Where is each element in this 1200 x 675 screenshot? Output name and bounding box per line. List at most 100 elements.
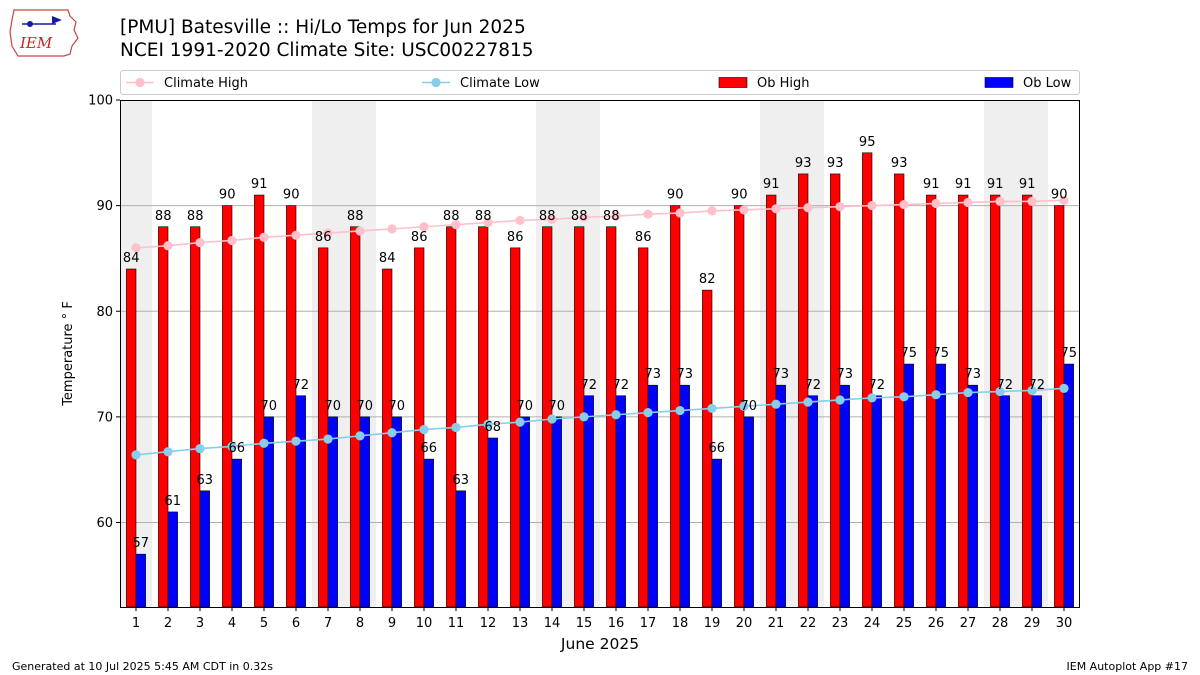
iowa-state-outline (9, 9, 79, 57)
ob-high-label-16: 88 (603, 209, 620, 224)
ob-low-bar-18 (679, 384, 690, 608)
y-tick-label-80: 80 (96, 305, 113, 320)
ob-high-label-30: 90 (1051, 188, 1068, 203)
ob-low-label-30: 75 (1061, 346, 1078, 361)
ob-low-label-14: 70 (549, 399, 566, 414)
climate-high-point-12 (483, 217, 493, 228)
climate-low-point-23 (835, 395, 845, 405)
generated-timestamp: Generated at 10 Jul 2025 5:45 AM CDT in … (12, 660, 273, 673)
ob-low-label-18: 73 (677, 367, 694, 382)
climate-low-point-26 (931, 390, 941, 400)
ob-high-label-27: 91 (955, 177, 972, 192)
climate-low-point-19 (707, 403, 717, 414)
climate-low-point-25 (899, 392, 909, 402)
ob-low-label-11: 63 (453, 473, 470, 488)
climate-low-line (135, 387, 1065, 456)
ob-low-label-7: 70 (325, 399, 342, 414)
ob-low-bar-3 (199, 490, 210, 608)
ob-low-bar-23 (839, 384, 850, 608)
ob-high-label-14: 88 (539, 209, 556, 224)
climate-low-point-3 (195, 443, 205, 454)
ob-high-bar-29 (1022, 194, 1033, 608)
ob-low-bar-27 (967, 384, 978, 608)
climate-low-point-18 (675, 405, 685, 416)
climate-high-point-30 (1059, 195, 1069, 205)
ob-high-label-7: 86 (315, 230, 332, 245)
ob-high-bar-28 (990, 194, 1001, 608)
x-tick-label-15: 15 (576, 616, 593, 631)
ob-high-label-5: 91 (251, 177, 268, 192)
ob-high-label-12: 88 (475, 209, 492, 224)
iem-logo: IEM (9, 9, 79, 57)
ob-low-bar-21 (775, 384, 786, 608)
bar-series (126, 152, 1074, 608)
ob-high-bar-3 (190, 226, 201, 608)
ob-high-bar-13 (510, 247, 521, 608)
ob-high-bar-26 (926, 194, 937, 608)
x-tick-label-16: 16 (608, 616, 625, 631)
ob-low-bar-10 (423, 458, 434, 608)
ob-high-bar-25 (894, 173, 905, 608)
ob-low-label-15: 72 (581, 378, 598, 393)
x-tick-label-11: 11 (448, 616, 465, 631)
ob-high-label-8: 88 (347, 209, 364, 224)
ob-low-bar-2 (167, 511, 178, 608)
climate-low-point-13 (515, 417, 525, 427)
ob-high-label-19: 82 (699, 272, 716, 287)
x-tick-label-12: 12 (480, 616, 497, 631)
ob-high-label-11: 88 (443, 209, 460, 224)
legend-ob-high-label: Ob High (757, 76, 810, 91)
x-tick-label-24: 24 (864, 616, 881, 631)
ob-high-bar-7 (318, 247, 329, 608)
chart-title: [PMU] Batesville :: Hi/Lo Temps for Jun … (120, 17, 526, 38)
ob-low-bar-30 (1063, 363, 1074, 608)
ob-low-label-21: 73 (773, 367, 790, 382)
y-tick-label-90: 90 (96, 199, 113, 214)
ob-high-bar-9 (382, 268, 393, 608)
logo-text: IEM (19, 34, 53, 52)
ob-high-label-2: 88 (155, 209, 172, 224)
climate-high-point-4 (227, 235, 237, 246)
legend-ob-low-label: Ob Low (1023, 76, 1072, 91)
ob-low-bar-15 (583, 395, 594, 608)
ob-low-label-12: 68 (485, 420, 502, 435)
climate-low-point-11 (451, 422, 461, 433)
ob-low-label-4: 66 (229, 441, 246, 456)
ob-low-label-10: 66 (421, 441, 438, 456)
x-tick-label-17: 17 (640, 616, 657, 631)
climate-high-point-15 (579, 212, 589, 222)
climate-high-point-20 (739, 205, 749, 215)
legend-climate-high-label: Climate High (164, 76, 248, 91)
x-tick-label-21: 21 (768, 616, 785, 631)
climate-low-point-30 (1059, 383, 1069, 393)
x-tick-label-13: 13 (512, 616, 529, 631)
x-tick-label-29: 29 (1024, 616, 1041, 631)
ob-high-bar-27 (958, 194, 969, 608)
legend: Climate High Climate Low Ob High Ob Low (120, 70, 1080, 95)
ob-low-bar-16 (615, 395, 626, 608)
x-tick-label-26: 26 (928, 616, 945, 631)
climate-low-point-14 (547, 414, 557, 424)
logo-vane-icon (52, 16, 62, 24)
x-tick-label-14: 14 (544, 616, 561, 631)
ob-high-bar-12 (478, 226, 489, 608)
climate-high-point-18 (675, 208, 685, 218)
ob-high-label-17: 86 (635, 230, 652, 245)
ob-high-bar-1 (126, 268, 137, 608)
ob-high-bar-8 (350, 226, 361, 608)
y-tick-label-60: 60 (96, 516, 113, 531)
climate-high-line (135, 199, 1065, 249)
climate-low-point-10 (419, 424, 429, 435)
ob-low-label-3: 63 (197, 473, 214, 488)
ob-low-label-27: 73 (965, 367, 982, 382)
ob-low-label-20: 70 (741, 399, 758, 414)
ob-low-label-1: 57 (133, 536, 150, 551)
ob-low-bar-19 (711, 458, 722, 608)
ob-high-label-23: 93 (827, 156, 844, 171)
ob-low-bar-13 (519, 416, 530, 608)
ob-low-label-25: 75 (901, 346, 918, 361)
ob-high-label-22: 93 (795, 156, 812, 171)
ob-low-label-24: 72 (869, 378, 886, 393)
y-tick-label-70: 70 (96, 410, 113, 425)
